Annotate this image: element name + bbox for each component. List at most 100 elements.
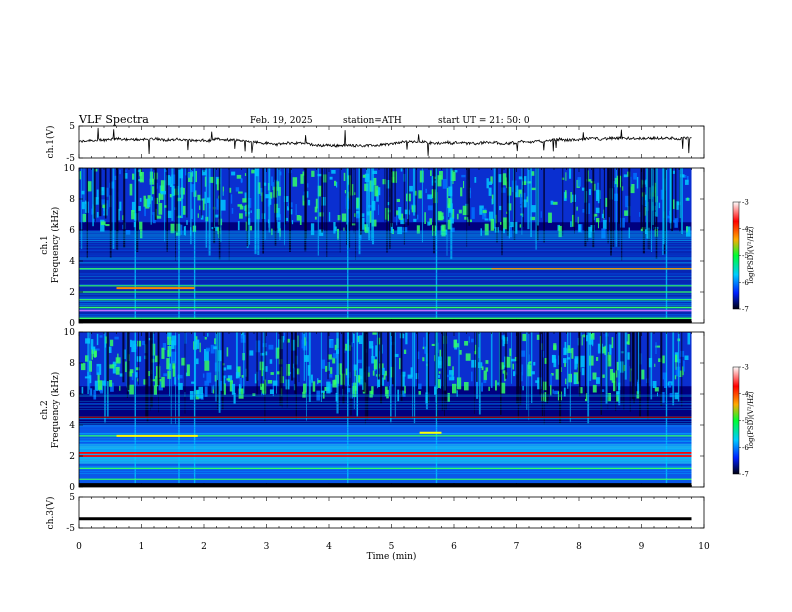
p3-speckle (563, 358, 567, 364)
p3-speckle (222, 367, 227, 371)
p3-speckle (327, 362, 330, 371)
p2-speckle (160, 180, 166, 192)
p2-speckle (519, 193, 522, 205)
p2-speckle (673, 219, 677, 223)
p3-speckle (328, 354, 332, 360)
p2-speckle (450, 227, 455, 232)
p2-speckle (374, 185, 379, 197)
p2-speckle (686, 226, 691, 237)
p3-speckle (564, 360, 566, 367)
time-axis: 0 1 2 3 4 5 6 7 8 9 10 (76, 542, 710, 552)
p2-speckle (292, 177, 298, 187)
p2-speckle (373, 177, 377, 186)
p2-speckle (371, 219, 377, 227)
p3-speckle (153, 385, 157, 395)
p3-speckle (81, 386, 84, 394)
p4-ytick-label: 5 (69, 493, 75, 503)
time-tick-label: 0 (76, 542, 82, 552)
p3-speckle (437, 356, 443, 365)
p3-speckle (401, 371, 406, 377)
p3-speckle (117, 353, 119, 363)
p3-speckle (520, 372, 523, 382)
p2-speckle (238, 191, 243, 194)
p3-speckle (131, 340, 137, 353)
p3-speckle (379, 367, 385, 375)
p2-speckle (447, 219, 452, 230)
cb1-tick-label: -3 (742, 199, 749, 207)
p3-speckle (297, 335, 299, 348)
p3-speckle (481, 366, 484, 371)
p2-speckle (101, 199, 106, 205)
p3-speckle (683, 360, 685, 372)
p2-speckle (432, 189, 434, 196)
p2-speckle (658, 202, 661, 209)
p2-speckle (602, 219, 607, 230)
p2-speckle (220, 199, 226, 211)
p2-speckle (501, 187, 506, 193)
p2-speckle (132, 173, 135, 180)
p2-speckle (287, 206, 290, 211)
p2-speckle (644, 200, 647, 206)
ch1-waveform-line (78, 127, 692, 156)
p2-speckle (183, 226, 185, 235)
p3-speckle (268, 344, 274, 350)
cb2-tick-label: -6 (742, 444, 749, 452)
p3-speckle (531, 371, 535, 375)
p2-speckle (625, 195, 631, 208)
p2-speckle (102, 211, 105, 214)
p3-speckle (674, 392, 679, 400)
p2-speckle (236, 174, 242, 179)
p3-speckle (536, 334, 540, 340)
p3-speckle (270, 372, 274, 375)
p2-speckle (633, 172, 637, 180)
p2-speckle (195, 170, 197, 183)
p2-speckle (398, 207, 402, 219)
p2-speckle (191, 171, 194, 177)
p3-speckle (245, 368, 247, 377)
p2-speckle (248, 218, 251, 225)
p2-speckle (100, 221, 106, 226)
p3-speckle (96, 333, 99, 346)
p3-speckle (135, 372, 138, 378)
p2-speckle (596, 218, 600, 223)
p2-speckle (447, 198, 452, 208)
p2-speckle (418, 190, 422, 199)
p3-speckle (658, 358, 662, 362)
p3-speckle (264, 366, 268, 372)
p3-speckle (381, 377, 384, 386)
p2-speckle (314, 216, 317, 220)
p2-speckle (106, 200, 109, 209)
p2-speckle (300, 174, 304, 184)
p2-speckle (498, 174, 503, 183)
p2-speckle (343, 227, 345, 231)
p2-speckle (565, 172, 567, 181)
p2-speckle (96, 212, 99, 218)
p3-speckle (206, 372, 212, 383)
p3-speckle (613, 381, 617, 392)
p3-speckle (171, 351, 177, 364)
p2-speckle (491, 198, 493, 205)
p3-speckle (330, 367, 333, 374)
p3-speckle (627, 333, 630, 345)
p3-speckle (585, 335, 588, 342)
p3-speckle (667, 382, 670, 386)
header-date: Feb. 19, 2025 (250, 116, 313, 126)
ch1-spectrogram-panel: 0 2 4 6 8 10 (64, 164, 705, 329)
time-tick-label: 9 (639, 542, 645, 552)
p3-speckle (684, 355, 689, 360)
p3-speckle (542, 351, 545, 358)
p2-speckle (197, 194, 201, 201)
p2-speckle (239, 205, 244, 210)
p3-speckle (333, 353, 337, 359)
p3-speckle (304, 337, 306, 346)
p2-speckle (416, 225, 420, 234)
p3-speckle (171, 335, 177, 346)
p2-speckle (202, 198, 205, 211)
p2-speckle (151, 196, 153, 201)
p2-speckle (458, 209, 462, 214)
p2-speckle (439, 212, 444, 221)
p3-speckle (204, 380, 210, 386)
p2-speckle (427, 205, 433, 211)
p2-speckle (396, 198, 400, 202)
